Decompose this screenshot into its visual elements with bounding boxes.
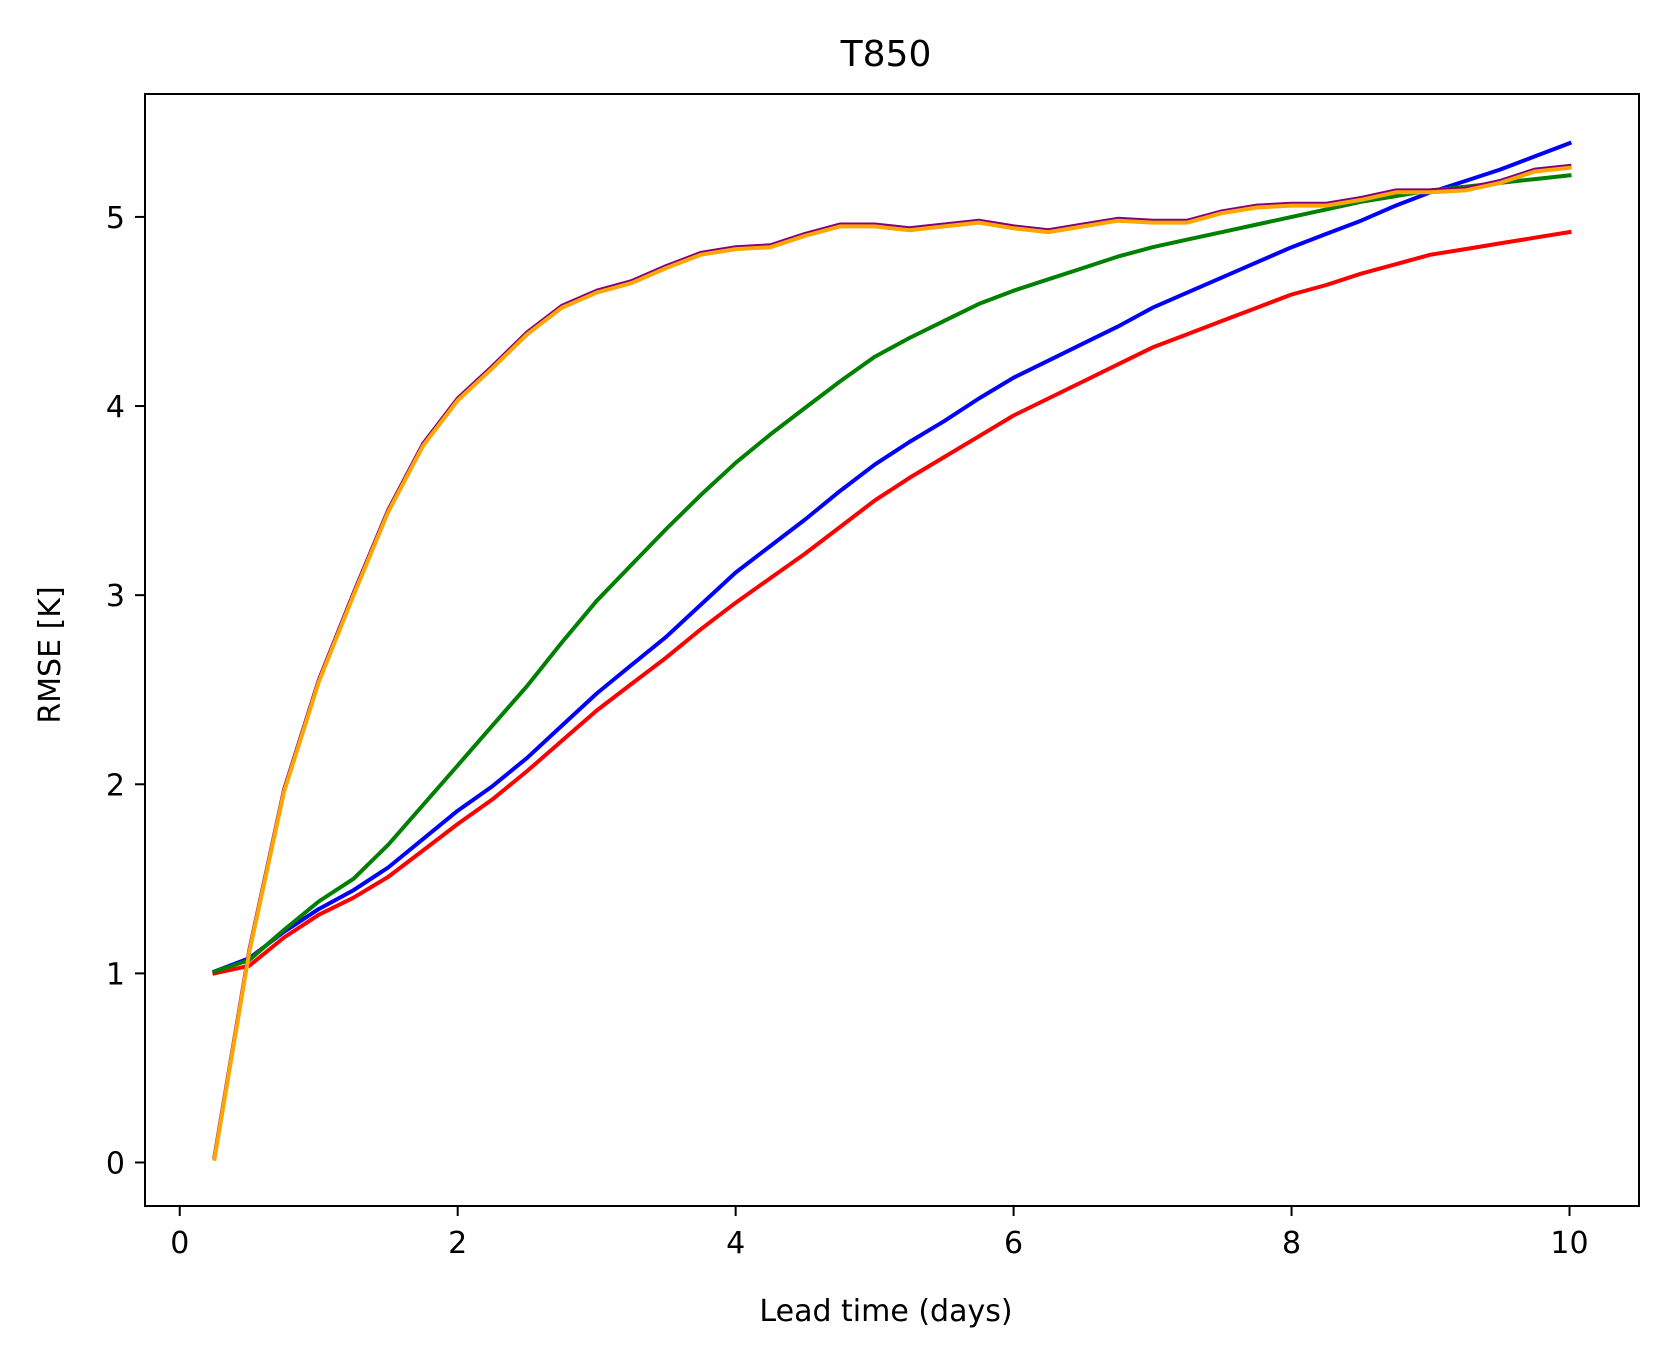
y-tick-label: 4 xyxy=(106,390,125,425)
series-line-3 xyxy=(211,173,1572,975)
series-lines xyxy=(211,140,1573,1162)
x-tick-label: 4 xyxy=(726,1226,745,1261)
axes: 0 2 4 6 8 10 0 1 2 3 4 5 xyxy=(106,93,1640,1261)
x-tick-label: 10 xyxy=(1550,1226,1588,1261)
series-line-5 xyxy=(212,165,1572,1162)
y-tick-label: 1 xyxy=(106,957,125,992)
series-line-4 xyxy=(212,163,1572,1160)
series-line-2 xyxy=(211,140,1573,975)
x-tick-label: 0 xyxy=(170,1226,189,1261)
y-axis-label: RMSE [K] xyxy=(33,586,68,723)
y-tick-label: 2 xyxy=(106,768,125,803)
x-tick-label: 8 xyxy=(1282,1226,1301,1261)
x-tick-label: 6 xyxy=(1004,1226,1023,1261)
y-tick-label: 0 xyxy=(106,1147,125,1182)
series-line-1 xyxy=(212,229,1572,976)
y-tick-label: 5 xyxy=(106,201,125,236)
x-axis-label: Lead time (days) xyxy=(759,1294,1012,1329)
y-tick-label: 3 xyxy=(106,579,125,614)
x-tick-label: 2 xyxy=(448,1226,467,1261)
plot-frame xyxy=(144,93,1640,1207)
chart-title: T850 xyxy=(840,34,932,75)
